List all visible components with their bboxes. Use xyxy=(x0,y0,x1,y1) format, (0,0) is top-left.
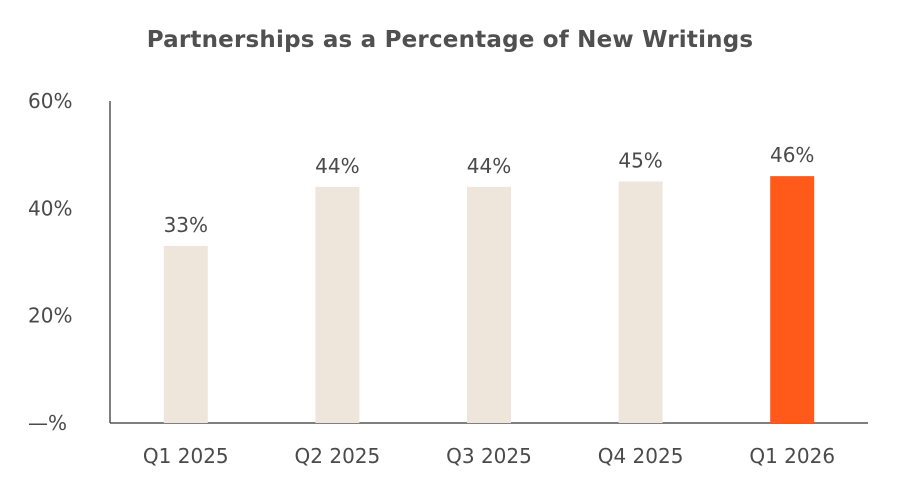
bars xyxy=(163,176,815,423)
data-labels: 33% 44% 44% 45% 46% xyxy=(164,143,815,237)
y-tick-label: 20% xyxy=(28,304,72,328)
y-axis: —% 20% 40% 60% xyxy=(28,89,111,435)
bar-q4-2025 xyxy=(618,181,663,423)
data-label: 46% xyxy=(770,143,814,167)
data-label: 33% xyxy=(164,213,208,237)
x-tick-label: Q4 2025 xyxy=(598,444,684,468)
data-label: 44% xyxy=(315,154,359,178)
y-tick-label: 60% xyxy=(28,89,72,113)
x-axis: Q1 2025 Q2 2025 Q3 2025 Q4 2025 Q1 2026 xyxy=(110,422,868,468)
x-tick-label: Q1 2026 xyxy=(749,444,835,468)
x-tick-label: Q1 2025 xyxy=(143,444,229,468)
data-label: 45% xyxy=(618,149,662,173)
x-tick-label: Q3 2025 xyxy=(446,444,532,468)
bar-q1-2026 xyxy=(770,176,815,423)
bar-q2-2025 xyxy=(315,186,360,423)
data-label: 44% xyxy=(467,154,511,178)
y-tick-label: —% xyxy=(28,411,67,435)
y-tick-label: 40% xyxy=(28,196,72,220)
chart-title: Partnerships as a Percentage of New Writ… xyxy=(146,27,754,53)
bar-q3-2025 xyxy=(467,186,511,423)
bar-q1-2025 xyxy=(163,245,208,423)
x-tick-label: Q2 2025 xyxy=(295,444,381,468)
